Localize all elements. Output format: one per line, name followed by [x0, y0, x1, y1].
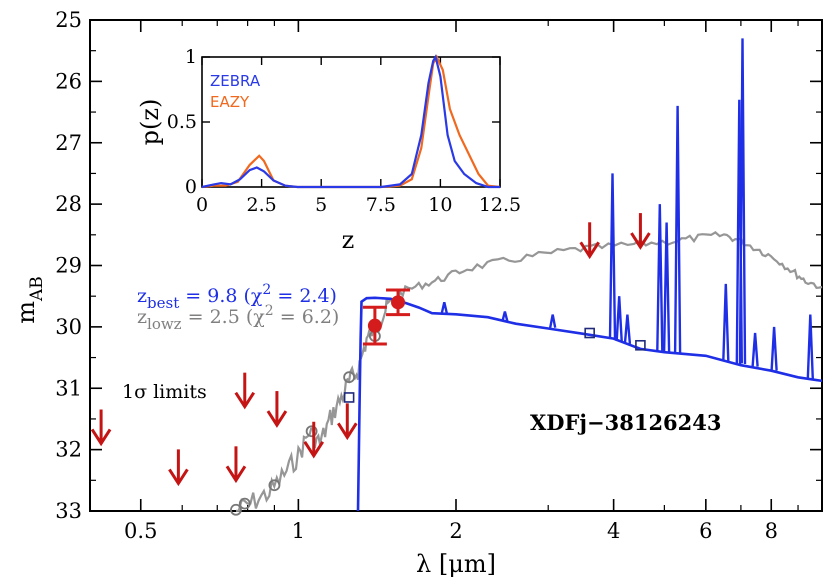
inset-x-tick-label: 12.5: [479, 194, 521, 216]
lowz-template-line: [236, 231, 823, 512]
emission-line: [662, 222, 671, 352]
main-x-axis: 0.5 1 2 4 6 8: [124, 20, 799, 543]
upper-limit-arrow-head: [630, 232, 651, 250]
main-x-tick-label: 8: [765, 519, 778, 543]
inset-y-axis: 00.51: [167, 46, 500, 198]
upper-limit-arrow-head: [303, 440, 325, 459]
upper-limit-arrow-head: [168, 468, 189, 487]
emission-line: [549, 314, 557, 328]
pz-line-zebra: [201, 54, 500, 189]
lowz-model-circle: [238, 497, 251, 510]
lowz-model-circle: [268, 479, 281, 492]
main-y-tick-label: 27: [55, 131, 82, 155]
best-model-box: [635, 339, 646, 351]
main-x-tick-label: 6: [699, 519, 712, 543]
limits-label: 1σ limits: [122, 381, 207, 403]
lowz-fit-label: zlowz = 2.5 (χ2 = 6.2): [137, 303, 339, 333]
pz-line-eazy: [201, 54, 501, 189]
best-model-box: [584, 327, 595, 339]
inset-plot-background: [202, 57, 500, 187]
lowz-model-circle: [343, 371, 356, 384]
lowz-model-circle: [305, 425, 318, 438]
emission-line: [615, 296, 623, 342]
emission-line: [440, 302, 448, 314]
emission-line: [722, 283, 730, 362]
main-y-tick-label: 33: [55, 499, 82, 523]
inset-x-tick-label: 2.5: [246, 194, 276, 216]
main-markers-group: [90, 213, 651, 516]
emission-line: [623, 314, 632, 345]
main-x-tick-label: 0.5: [124, 519, 157, 543]
inset-y-axis-label: p(z): [136, 99, 164, 146]
best-fit-label: zbest = 9.8 (χ2 = 2.4): [137, 282, 337, 312]
inset-x-tick-label: 5: [315, 194, 327, 216]
upper-limit-arrow-head: [225, 465, 247, 484]
inset-y-tick-label: 1: [185, 46, 197, 68]
emission-line: [501, 311, 509, 322]
inset-x-axis: 0 2.5 5 7.5 10 12.5: [196, 57, 521, 216]
emission-line: [806, 314, 814, 380]
upper-limit-arrow-head: [266, 410, 288, 428]
upper-limit-arrow-head: [90, 428, 112, 447]
emission-line: [673, 105, 682, 354]
main-x-axis-label: λ [μm]: [416, 550, 496, 578]
legend-zebra: ZEBRA: [210, 72, 261, 90]
main-x-tick-label: 4: [607, 519, 620, 543]
main-x-tick-label: 1: [292, 519, 305, 543]
emission-line: [656, 204, 664, 351]
upper-limit-arrow-head: [579, 241, 600, 260]
main-y-axis: 25 26 27 28 29 30 31 32 33: [55, 8, 822, 523]
inset-plot: 00.51 0 2.5 5 7.5 10 12.5 ZEBRA EAZY: [167, 46, 521, 216]
lowz-model-circle: [230, 503, 242, 516]
inset-x-tick-label: 7.5: [366, 194, 396, 216]
main-y-tick-label: 29: [55, 254, 82, 278]
detection-point: [367, 318, 382, 333]
main-x-tick-label: 2: [449, 519, 462, 543]
best-model-box: [343, 392, 355, 403]
main-y-tick-label: 26: [55, 69, 82, 93]
emission-line: [751, 332, 759, 367]
inset-series-group: [201, 54, 501, 189]
emission-line: [608, 173, 617, 339]
object-name: XDFj−38126243: [530, 410, 722, 435]
emission-line: [738, 38, 747, 365]
best-template-line: [356, 296, 823, 512]
detection-point: [391, 295, 406, 310]
main-plot: 25 26 27 28 29 30 31 32 33 0.5 1 2 4 6 8: [55, 8, 823, 543]
main-y-tick-label: 30: [55, 315, 82, 339]
main-y-tick-label: 32: [55, 438, 82, 462]
main-y-tick-label: 25: [55, 8, 82, 32]
inset-x-tick-label: 0: [196, 194, 208, 216]
main-y-tick-label: 31: [55, 376, 82, 400]
upper-limit-arrow-head: [337, 422, 358, 441]
legend-eazy: EAZY: [210, 93, 250, 111]
inset-x-tick-label: 10: [428, 194, 452, 216]
inset-y-tick-label: 0.5: [167, 111, 197, 133]
emission-line: [770, 326, 778, 371]
inset-y-tick-label: 0: [185, 176, 197, 198]
main-series-group: [236, 38, 823, 512]
inset-x-axis-label: z: [342, 226, 355, 254]
main-y-axis-label: mAB: [12, 276, 47, 324]
upper-limit-arrow-head: [234, 391, 256, 410]
main-y-tick-label: 28: [55, 192, 82, 216]
